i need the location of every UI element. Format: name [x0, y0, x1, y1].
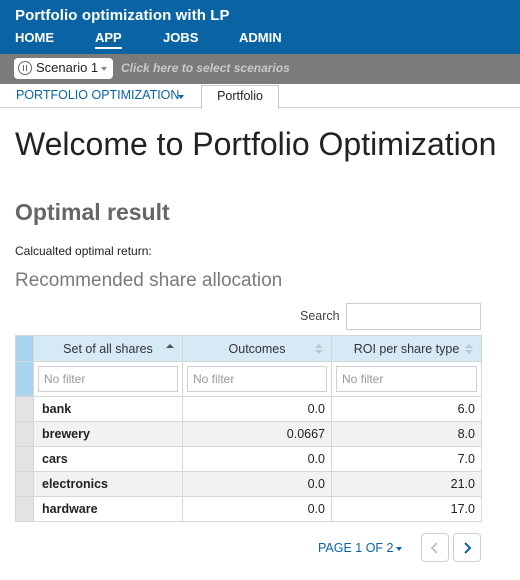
page-indicator[interactable]: PAGE 1 OF 2: [318, 541, 394, 555]
nav-app[interactable]: APP: [95, 30, 122, 49]
share-name: cars: [33, 446, 183, 472]
nav-admin[interactable]: ADMIN: [239, 30, 282, 45]
outcome-value: 0.0667: [182, 421, 332, 447]
sort-icon: [315, 344, 323, 355]
chevron-down-icon: [101, 67, 107, 71]
filter-cell: [331, 361, 482, 397]
app-header: Portfolio optimization with LP HOME APP …: [0, 0, 520, 54]
table-row[interactable]: electronics 0.0 21.0: [15, 471, 482, 497]
app-title: Portfolio optimization with LP: [15, 7, 230, 24]
search-input[interactable]: [346, 303, 481, 330]
search-label: Search: [300, 309, 340, 323]
share-name: brewery: [33, 421, 183, 447]
row-selector[interactable]: [15, 471, 34, 497]
table-row[interactable]: bank 0.0 6.0: [15, 396, 482, 422]
roi-value: 6.0: [331, 396, 482, 422]
row-selector[interactable]: [15, 421, 34, 447]
outcome-value: 0.0: [182, 496, 332, 522]
section-title: Optimal result: [15, 199, 170, 225]
column-header-label: ROI per share type: [353, 341, 460, 356]
next-page-button[interactable]: [453, 533, 481, 562]
nav-jobs[interactable]: JOBS: [163, 30, 199, 45]
column-header-label: Outcomes: [228, 341, 286, 356]
scenario-icon: [18, 61, 32, 75]
row-selector-header[interactable]: [15, 335, 34, 362]
share-name: hardware: [33, 496, 183, 522]
filter-input-shares[interactable]: [38, 366, 178, 392]
sort-icon: [465, 344, 473, 355]
share-name: bank: [33, 396, 183, 422]
filter-cell: [33, 361, 183, 397]
outcome-value: 0.0: [182, 446, 332, 472]
outcome-value: 0.0: [182, 471, 332, 497]
tab-portfolio[interactable]: Portfolio: [201, 85, 279, 109]
roi-value: 7.0: [331, 446, 482, 472]
share-name: electronics: [33, 471, 183, 497]
chevron-down-icon: [396, 547, 402, 551]
row-selector-filter: [15, 361, 34, 397]
chevron-down-icon: [178, 95, 184, 99]
column-header-roi[interactable]: ROI per share type: [331, 335, 482, 362]
filter-input-roi[interactable]: [336, 366, 477, 392]
allocation-title: Recommended share allocation: [15, 270, 283, 291]
nav-home[interactable]: HOME: [15, 30, 54, 45]
table-row[interactable]: brewery 0.0667 8.0: [15, 421, 482, 447]
roi-value: 21.0: [331, 471, 482, 497]
filter-cell: [182, 361, 332, 397]
tab-dropdown[interactable]: PORTFOLIO OPTIMIZATION: [16, 88, 180, 102]
scenario-bar: Scenario 1 Click here to select scenario…: [0, 54, 520, 84]
allocation-table: Set of all shares Outcomes ROI per share…: [15, 335, 482, 522]
scenario-select[interactable]: Scenario 1: [14, 58, 113, 79]
outcome-value: 0.0: [182, 396, 332, 422]
column-header-outcomes[interactable]: Outcomes: [182, 335, 332, 362]
row-selector[interactable]: [15, 496, 34, 522]
scenario-label: Scenario 1: [36, 60, 99, 75]
column-header-label: Set of all shares: [63, 341, 153, 356]
optimal-return-label: Calcualted optimal return:: [15, 244, 152, 258]
roi-value: 8.0: [331, 421, 482, 447]
main-nav: HOME APP JOBS ADMIN: [0, 30, 520, 54]
chevron-left-icon: [430, 542, 438, 554]
scenario-hint[interactable]: Click here to select scenarios: [121, 61, 290, 75]
column-header-shares[interactable]: Set of all shares: [33, 335, 183, 362]
filter-input-outcomes[interactable]: [187, 366, 327, 392]
roi-value: 17.0: [331, 496, 482, 522]
tab-bar: PORTFOLIO OPTIMIZATION Portfolio: [0, 84, 520, 109]
chevron-right-icon: [464, 542, 472, 554]
row-selector[interactable]: [15, 446, 34, 472]
previous-page-button[interactable]: [421, 533, 449, 562]
sort-asc-icon: [166, 344, 174, 355]
table-row[interactable]: cars 0.0 7.0: [15, 446, 482, 472]
page-title: Welcome to Portfolio Optimization: [15, 126, 497, 162]
table-row[interactable]: hardware 0.0 17.0: [15, 496, 482, 522]
row-selector[interactable]: [15, 396, 34, 422]
